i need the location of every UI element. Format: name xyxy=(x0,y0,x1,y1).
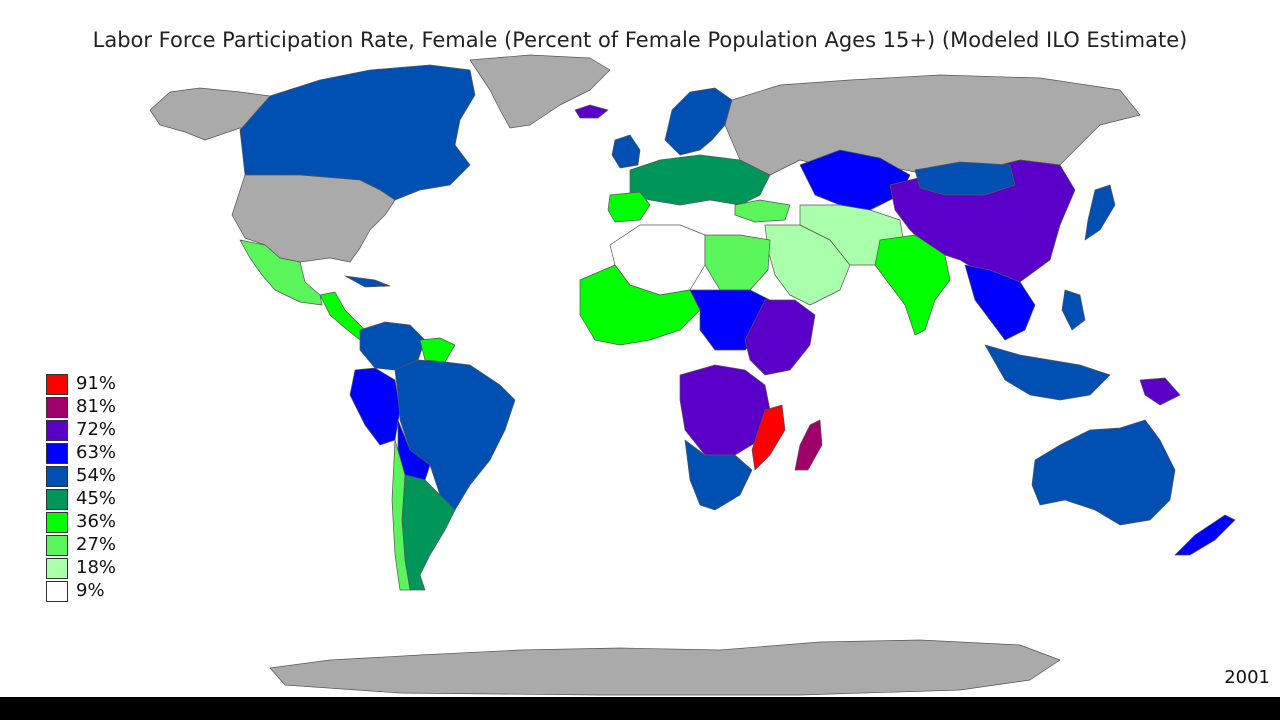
region-iceland[interactable] xyxy=(574,104,609,119)
region-caribbean[interactable] xyxy=(344,275,391,288)
legend-item-91: 91% xyxy=(46,373,166,397)
region-brazil[interactable] xyxy=(394,359,516,511)
legend-item-81: 81% xyxy=(46,396,166,420)
map-frame: Labor Force Participation Rate, Female (… xyxy=(0,0,1280,697)
legend-swatch xyxy=(46,397,68,418)
region-iberia[interactable] xyxy=(607,191,651,223)
region-madagascar[interactable] xyxy=(794,419,823,471)
legend-swatch xyxy=(46,374,68,395)
region-guianas[interactable] xyxy=(419,337,456,363)
legend-label: 54% xyxy=(76,465,117,486)
legend-item-18: 18% xyxy=(46,557,166,581)
legend-label: 91% xyxy=(76,373,117,394)
region-scandinavia[interactable] xyxy=(664,87,733,156)
region-southern-africa[interactable] xyxy=(684,439,753,511)
legend-item-27: 27% xyxy=(46,534,166,558)
legend-label: 72% xyxy=(76,419,117,440)
world-choropleth-map xyxy=(149,54,1236,696)
region-mongolia[interactable] xyxy=(914,161,1016,196)
region-philippines[interactable] xyxy=(1061,289,1086,331)
region-chile[interactable] xyxy=(391,439,411,591)
legend-label: 63% xyxy=(76,442,117,463)
region-mozambique[interactable] xyxy=(751,404,786,471)
legend-item-36: 36% xyxy=(46,511,166,535)
legend-item-72: 72% xyxy=(46,419,166,443)
region-western-europe[interactable] xyxy=(629,154,771,206)
legend: 91% 81% 72% 63% 54% 45% 36% 27% xyxy=(46,373,166,604)
region-north-africa-east[interactable] xyxy=(704,234,771,291)
region-uk[interactable] xyxy=(611,134,641,169)
map-title: Labor Force Participation Rate, Female (… xyxy=(92,28,1188,52)
legend-item-63: 63% xyxy=(46,442,166,466)
region-indonesia[interactable] xyxy=(984,344,1111,401)
year-label: 2001 xyxy=(1224,667,1270,688)
legend-swatch xyxy=(46,420,68,441)
legend-swatch xyxy=(46,558,68,579)
legend-swatch xyxy=(46,489,68,510)
region-peru[interactable] xyxy=(349,367,401,446)
region-greenland[interactable] xyxy=(469,54,611,129)
legend-swatch xyxy=(46,535,68,556)
legend-label: 27% xyxy=(76,534,117,555)
legend-item-54: 54% xyxy=(46,465,166,489)
legend-label: 45% xyxy=(76,488,117,509)
legend-swatch xyxy=(46,443,68,464)
legend-swatch xyxy=(46,512,68,533)
region-antarctica[interactable] xyxy=(269,639,1061,696)
legend-swatch xyxy=(46,466,68,487)
region-australia[interactable] xyxy=(1031,419,1176,526)
region-turkey[interactable] xyxy=(734,199,791,223)
region-usa[interactable] xyxy=(231,174,396,263)
region-russia[interactable] xyxy=(724,74,1141,176)
legend-item-9: 9% xyxy=(46,580,166,604)
region-india[interactable] xyxy=(874,234,951,336)
region-papua-new-guinea[interactable] xyxy=(1139,377,1181,406)
legend-label: 18% xyxy=(76,557,117,578)
region-southeast-asia[interactable] xyxy=(964,264,1036,341)
region-japan[interactable] xyxy=(1084,184,1116,241)
region-west-africa[interactable] xyxy=(579,264,701,346)
legend-label: 36% xyxy=(76,511,117,532)
legend-swatch xyxy=(46,581,68,602)
region-new-zealand[interactable] xyxy=(1174,514,1236,556)
legend-label: 81% xyxy=(76,396,117,417)
region-mexico[interactable] xyxy=(239,239,323,306)
region-east-africa[interactable] xyxy=(744,299,816,376)
legend-item-45: 45% xyxy=(46,488,166,512)
legend-label: 9% xyxy=(76,580,105,601)
